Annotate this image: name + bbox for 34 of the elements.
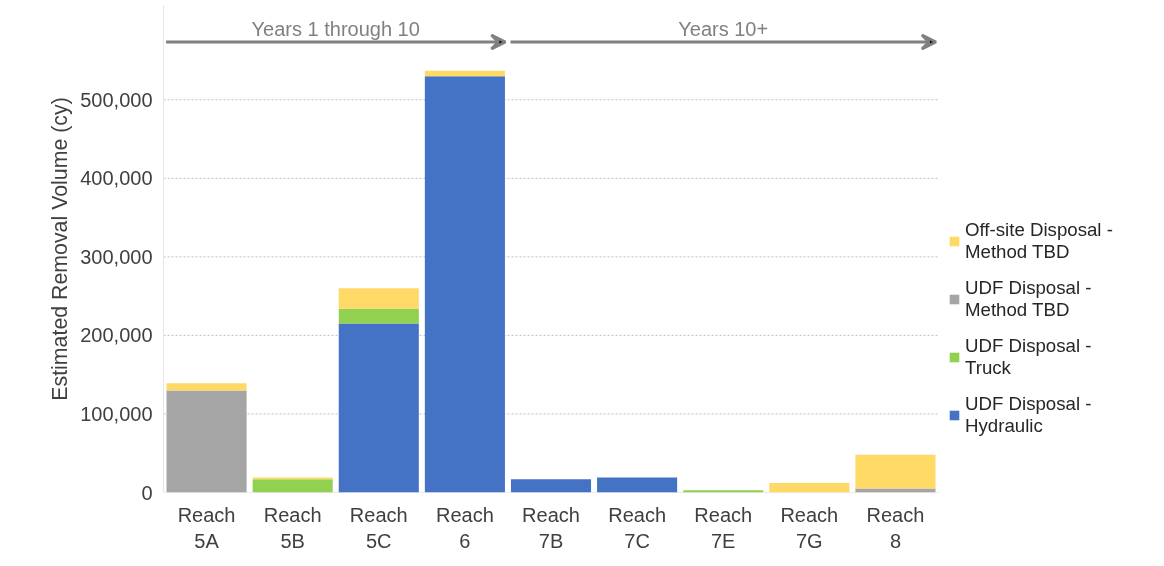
x-tick-label: Reach 5B xyxy=(263,503,322,552)
x-tick-label: Reach 7C xyxy=(608,503,667,552)
x-tick-label: Reach 7G xyxy=(780,503,839,552)
annotation: Years 1 through 10 xyxy=(251,18,420,41)
annotation: Years 10+ xyxy=(678,18,769,41)
bar xyxy=(338,323,419,493)
bar xyxy=(338,308,419,324)
bar xyxy=(338,288,419,309)
bar xyxy=(424,70,505,77)
bar xyxy=(855,454,936,489)
y-axis-title: Estimated Removal Volume (cy) xyxy=(48,97,73,401)
x-tick-label: Reach 7B xyxy=(522,503,580,552)
bar xyxy=(769,483,850,493)
bar xyxy=(166,383,247,391)
y-tick-label: 300,000 xyxy=(80,245,153,268)
x-tick-label: Reach 8 xyxy=(866,503,925,552)
legend-label: UDF Disposal - Hydraulic xyxy=(965,393,1092,437)
legend-label: Off-site Disposal - Method TBD xyxy=(965,219,1113,263)
x-tick-label: Reach 5C xyxy=(349,503,408,552)
y-tick-label: 200,000 xyxy=(80,324,153,347)
x-tick-label: Reach 6 xyxy=(435,503,494,552)
bar xyxy=(166,390,247,493)
y-tick-label: 0 xyxy=(141,481,153,504)
x-tick-label: Reach 5A xyxy=(177,503,236,552)
bar xyxy=(252,479,333,493)
y-tick-label: 400,000 xyxy=(80,167,153,190)
legend-label: UDF Disposal - Method TBD xyxy=(965,277,1092,321)
x-tick-label: Reach 7E xyxy=(694,503,753,552)
y-tick-label: 100,000 xyxy=(80,402,153,425)
bar xyxy=(424,76,505,493)
bar xyxy=(510,479,592,493)
bar xyxy=(597,477,678,493)
legend-label: UDF Disposal - Truck xyxy=(965,335,1092,379)
y-tick-label: 500,000 xyxy=(80,88,153,111)
